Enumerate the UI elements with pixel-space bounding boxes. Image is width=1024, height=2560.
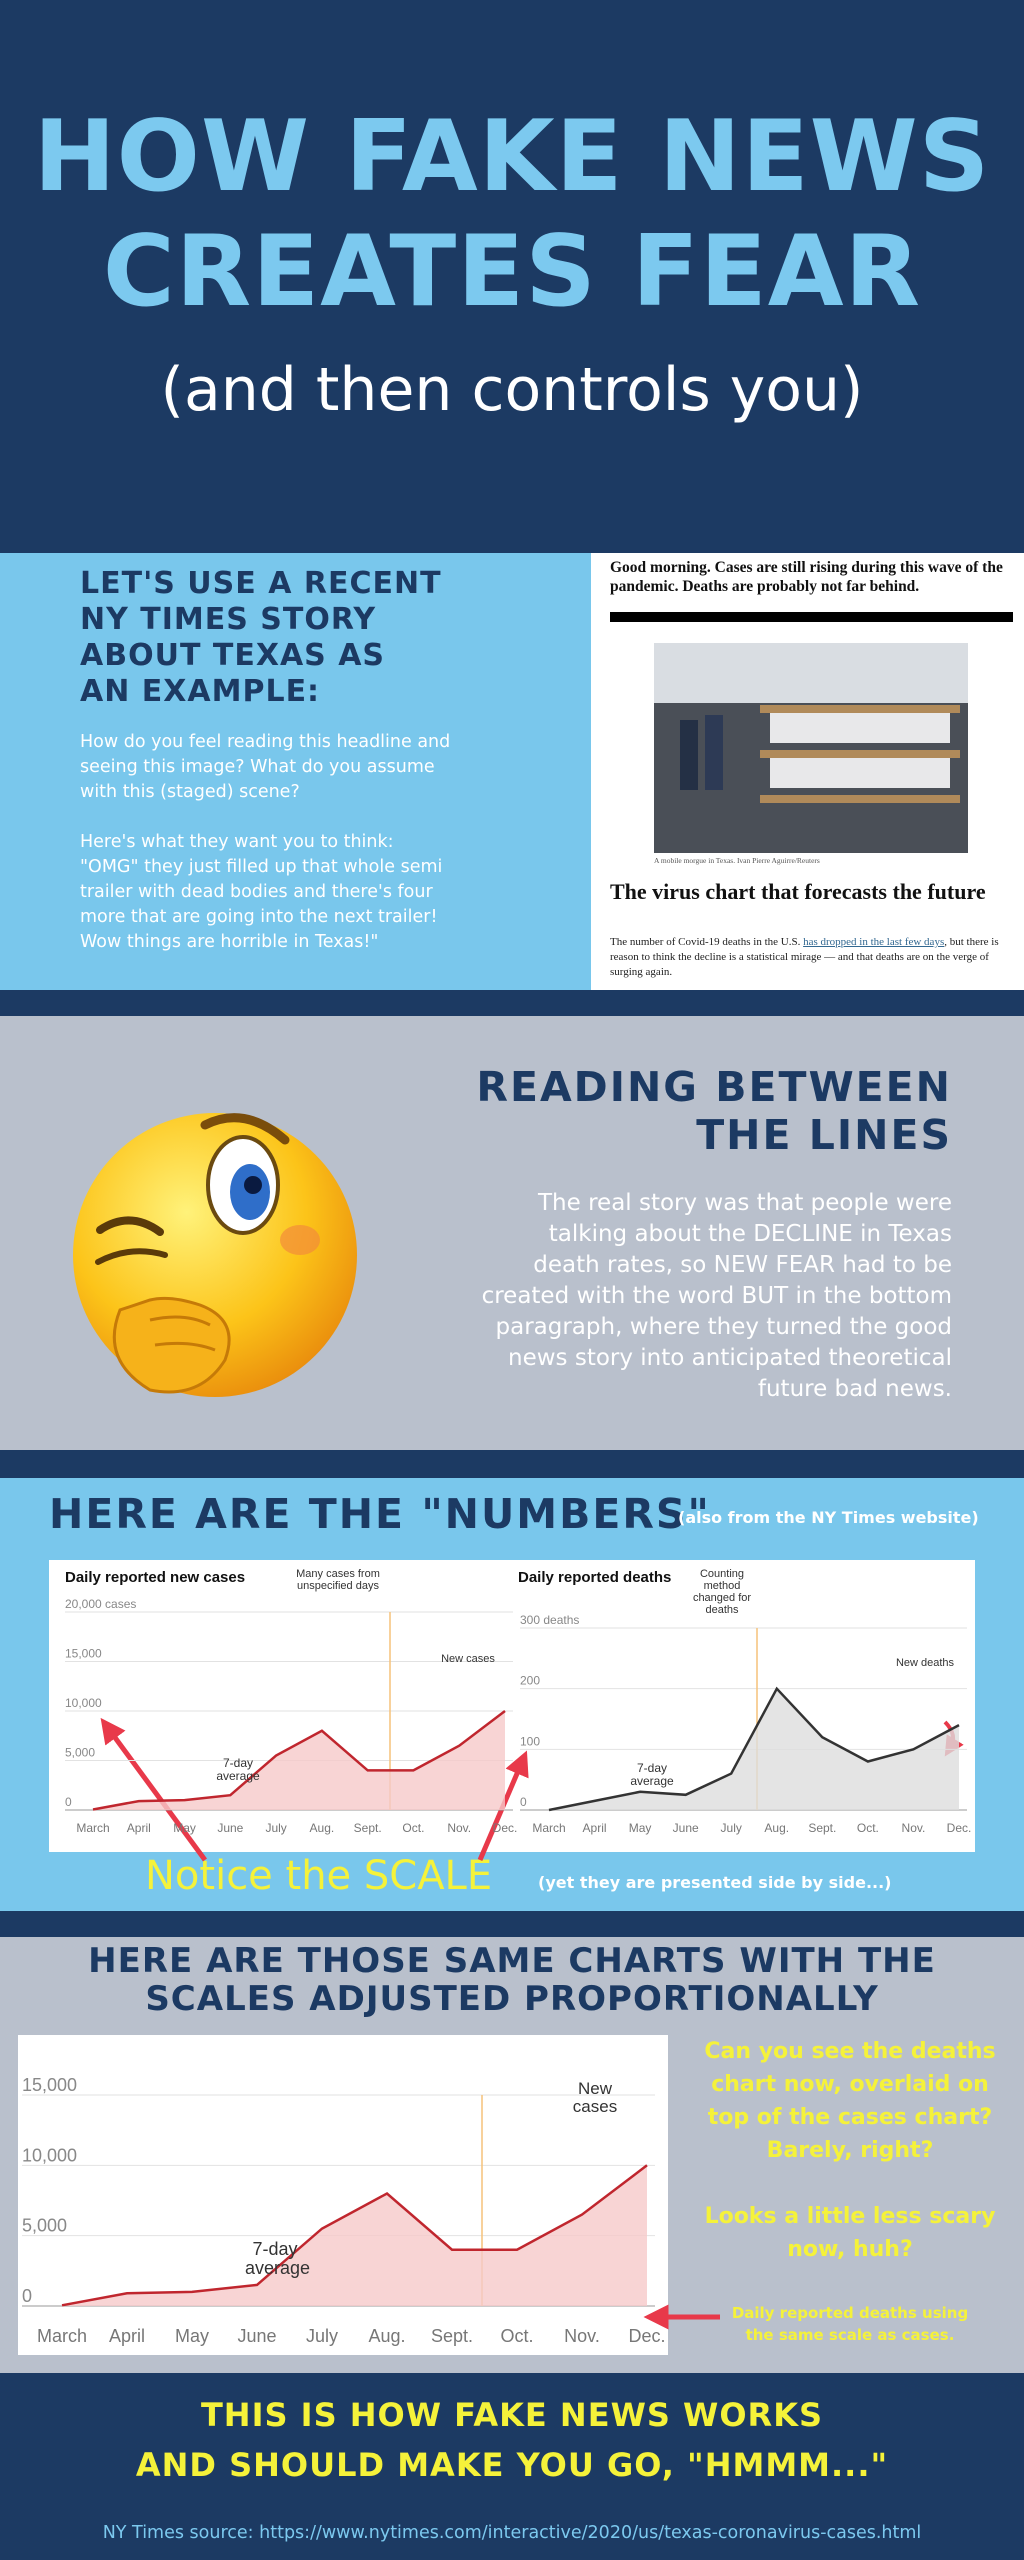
series-label: 7-day average	[245, 2239, 311, 2278]
x-tick-label: June	[217, 1821, 243, 1835]
x-tick-label: April	[127, 1821, 151, 1835]
x-tick-label: April	[583, 1821, 607, 1835]
intro-paragraph: How do you feel reading this headline an…	[80, 732, 451, 802]
red-arrow	[477, 1750, 529, 1861]
x-tick-label: Oct.	[402, 1821, 424, 1835]
chart-annotation: New deaths	[895, 1657, 955, 1669]
y-tick-label: 300 deaths	[520, 1613, 579, 1627]
thinking-emoji	[73, 1113, 357, 1397]
intro-heading: ABOUT TEXAS AS	[80, 638, 386, 673]
x-tick-label: July	[721, 1821, 742, 1835]
series-label: 7-day average	[630, 1761, 674, 1788]
subtitle: (and then controls you)	[160, 355, 864, 425]
x-tick-label: April	[109, 2326, 145, 2346]
reading-paragraph: The real story was that people were talk…	[481, 1190, 952, 1402]
intro-heading: AN EXAMPLE:	[80, 674, 321, 709]
footer-line: THIS IS HOW FAKE NEWS WORKS	[200, 2396, 824, 2434]
x-tick-label: Dec.	[947, 1821, 972, 1835]
x-tick-label: May	[173, 1821, 196, 1835]
x-tick-label: July	[306, 2326, 338, 2346]
scale-callout-note: (yet they are presented side by side...)	[538, 1873, 892, 1892]
title-line: CREATES FEAR	[102, 215, 922, 329]
article-rule	[610, 612, 1013, 622]
chart-annotation: New cases	[441, 1653, 495, 1665]
adjusted-question: Can you see the deaths chart now, overla…	[704, 2039, 996, 2163]
y-tick-label: 200	[520, 1674, 540, 1688]
footer-line: AND SHOULD MAKE YOU GO, "HMMM..."	[135, 2446, 889, 2484]
line	[548, 1686, 960, 1812]
chart-annotation: New cases	[572, 2079, 618, 2116]
reading-heading: READING BETWEEN	[476, 1063, 952, 1111]
article-body: The number of Covid-19 deaths in the U.S…	[610, 935, 1015, 980]
y-tick-label: 15,000	[65, 1647, 102, 1661]
x-tick-label: Dec.	[493, 1821, 518, 1835]
area	[62, 2165, 647, 2306]
y-tick-label: 5,000	[22, 2216, 67, 2236]
line	[61, 2164, 648, 2307]
series-label: 7-day average	[216, 1756, 260, 1783]
intro-heading: LET'S USE A RECENT	[80, 566, 442, 601]
area	[549, 1688, 959, 1810]
y-tick-label: 0	[520, 1795, 527, 1809]
y-tick-label: 0	[65, 1795, 72, 1809]
y-tick-label: 20,000 cases	[65, 1597, 136, 1611]
y-tick-label: 100	[520, 1734, 540, 1748]
adjusted-heading: SCALES ADJUSTED PROPORTIONALLY	[145, 1979, 879, 2019]
y-tick-label: 0	[22, 2286, 32, 2306]
x-tick-label: Oct.	[857, 1821, 879, 1835]
x-tick-label: Nov.	[564, 2326, 600, 2346]
chart-title: Daily reported deaths	[518, 1569, 671, 1586]
y-tick-label: 5,000	[65, 1746, 95, 1760]
x-tick-label: May	[629, 1821, 652, 1835]
x-tick-label: March	[532, 1821, 565, 1835]
x-tick-label: Aug.	[310, 1821, 335, 1835]
y-tick-label: 10,000	[22, 2145, 77, 2165]
chart-annotation: Many cases from unspecified days	[296, 1568, 380, 1592]
title-line: HOW FAKE NEWS	[33, 100, 991, 214]
x-tick-label: May	[175, 2326, 209, 2346]
x-tick-label: Nov.	[447, 1821, 471, 1835]
intro-paragraph: Here's what they want you to think: "OMG…	[80, 832, 443, 952]
x-tick-label: Nov.	[902, 1821, 926, 1835]
morgue-photo	[654, 643, 968, 853]
line	[92, 1710, 506, 1811]
x-tick-label: Dec.	[628, 2326, 665, 2346]
x-tick-label: March	[37, 2326, 87, 2346]
x-tick-label: March	[76, 1821, 109, 1835]
article-headline: The virus chart that forecasts the futur…	[610, 879, 986, 904]
adjusted-question: Looks a little less scary now, huh?	[704, 2204, 996, 2262]
article-lede: Good morning. Cases are still rising dur…	[610, 559, 1003, 595]
numbers-heading: HERE ARE THE "NUMBERS"	[49, 1490, 711, 1538]
x-tick-label: Sept.	[431, 2326, 473, 2346]
x-tick-label: Sept.	[354, 1821, 382, 1835]
x-tick-label: July	[265, 1821, 286, 1835]
source: NY Times source: https://www.nytimes.com…	[102, 2523, 922, 2543]
reading-heading: THE LINES	[696, 1111, 952, 1159]
photo-caption: A mobile morgue in Texas. Ivan Pierre Ag…	[654, 856, 820, 865]
arrow-note: Daily reported deaths using the same sca…	[731, 2304, 969, 2344]
x-tick-label: June	[673, 1821, 699, 1835]
x-tick-label: June	[237, 2326, 276, 2346]
x-tick-label: Oct.	[500, 2326, 533, 2346]
article-link[interactable]: has dropped in the last few days	[803, 936, 945, 948]
x-tick-label: Aug.	[368, 2326, 405, 2346]
x-tick-label: Sept.	[808, 1821, 836, 1835]
article-text: , but there is reason to think the decli…	[610, 936, 999, 978]
y-tick-label: 15,000	[22, 2075, 77, 2095]
intro-heading: NY TIMES STORY	[80, 602, 377, 637]
x-tick-label: Aug.	[764, 1821, 789, 1835]
chart-title: Daily reported new cases	[65, 1569, 245, 1586]
numbers-note: (also from the NY Times website)	[678, 1508, 979, 1527]
area	[93, 1711, 505, 1810]
red-arrow	[100, 1717, 208, 1862]
chart-annotation: Counting method changed for deaths	[692, 1568, 752, 1616]
y-tick-label: 10,000	[65, 1696, 102, 1710]
article-text: The number of Covid-19 deaths in the U.S…	[610, 936, 804, 948]
adjusted-heading: HERE ARE THOSE SAME CHARTS WITH THE	[88, 1941, 936, 1981]
